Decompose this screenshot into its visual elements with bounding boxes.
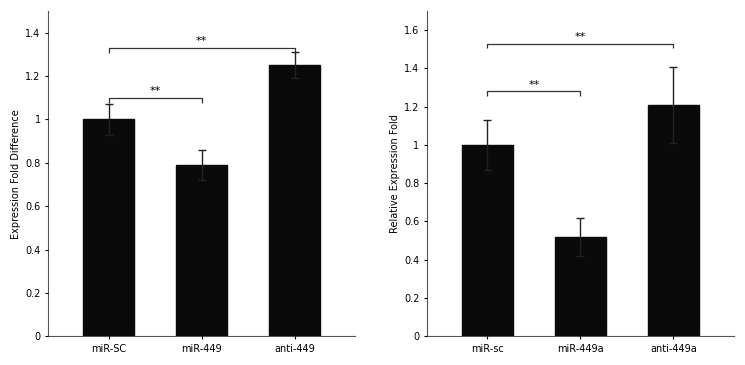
- Text: **: **: [575, 32, 586, 42]
- Bar: [269, 65, 320, 336]
- Bar: [648, 105, 699, 336]
- Bar: [555, 237, 606, 336]
- Bar: [176, 165, 227, 336]
- Text: **: **: [528, 80, 539, 89]
- Text: **: **: [196, 36, 207, 46]
- Bar: [462, 145, 513, 336]
- Y-axis label: Relative Expression Fold: Relative Expression Fold: [390, 114, 400, 233]
- Text: **: **: [150, 86, 161, 96]
- Y-axis label: Expression Fold Difference: Expression Fold Difference: [11, 109, 21, 239]
- Bar: [83, 119, 134, 336]
